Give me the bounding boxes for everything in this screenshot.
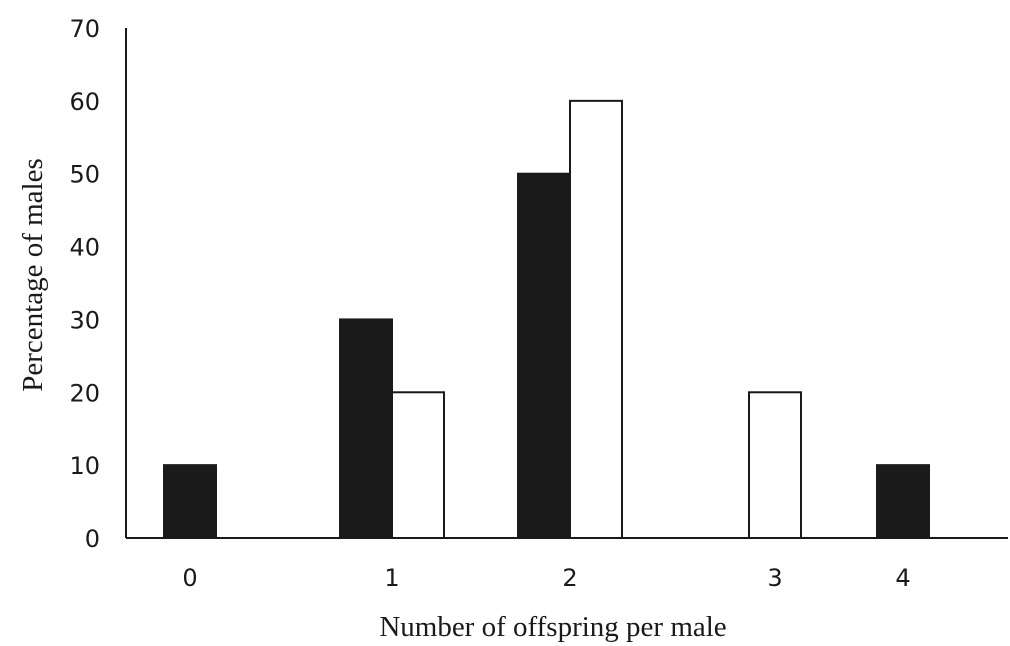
x-tick-label: 1 [384, 564, 399, 592]
y-axis-title: Percentage of males [17, 158, 49, 392]
y-tick-label: 10 [69, 452, 100, 480]
y-tick-label: 50 [69, 161, 100, 189]
y-tick-labels: 0 10 20 30 40 50 60 70 [69, 15, 100, 553]
y-tick-label: 0 [85, 525, 100, 553]
bar [391, 391, 445, 539]
x-tick-label: 0 [182, 564, 197, 592]
y-tick-label: 20 [69, 379, 100, 407]
bar [517, 172, 571, 539]
bar [339, 318, 393, 539]
bars-group [163, 99, 930, 539]
y-tick-label: 70 [69, 15, 100, 43]
x-tick-label: 2 [562, 564, 577, 592]
x-tick-label: 3 [767, 564, 782, 592]
bar [163, 464, 217, 539]
bar [876, 464, 930, 539]
bar [748, 391, 802, 539]
x-axis-title: Number of offspring per male [379, 611, 726, 643]
x-tick-label: 4 [895, 564, 910, 592]
bar [569, 99, 623, 539]
x-tick-labels: 0 1 2 3 4 [182, 564, 910, 592]
y-tick-label: 40 [69, 234, 100, 262]
y-tick-label: 30 [69, 306, 100, 334]
y-tick-label: 60 [69, 88, 100, 116]
